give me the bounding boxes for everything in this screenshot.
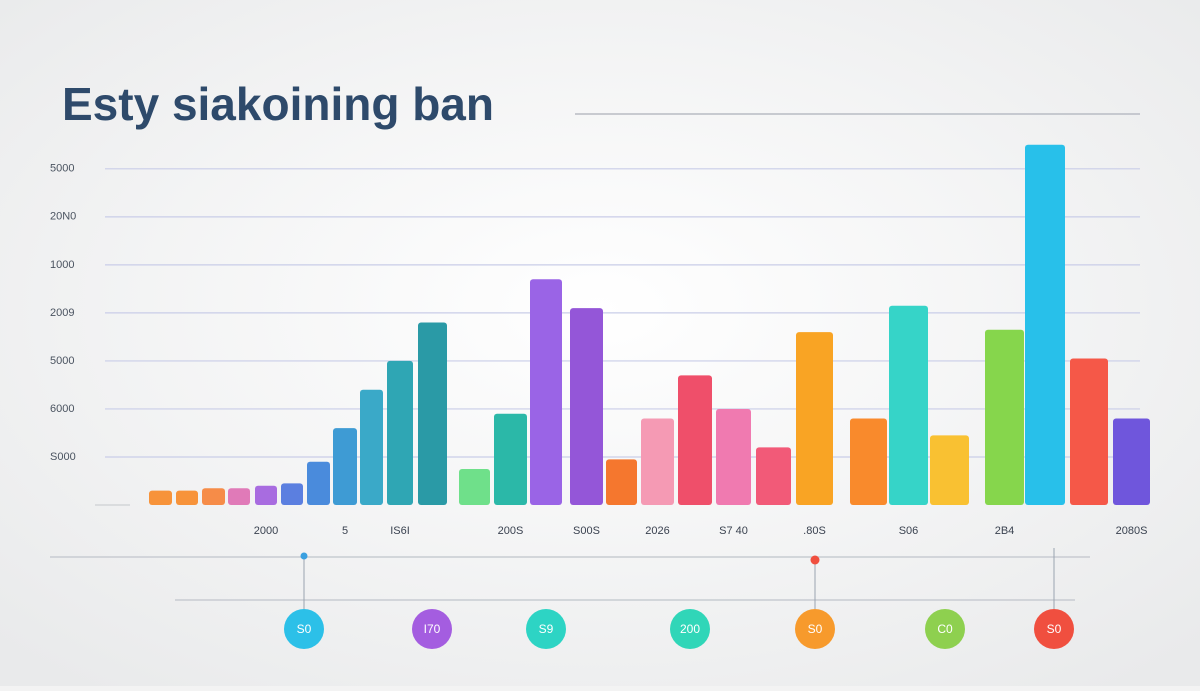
bar: [570, 308, 603, 505]
x-tick-label: 2B4: [995, 525, 1015, 537]
y-tick-label: S000: [50, 451, 76, 463]
bar: [889, 305, 928, 505]
timeline-label: S0: [297, 622, 312, 636]
bar: [202, 488, 225, 505]
bar: [307, 461, 330, 505]
timeline-dot: [810, 555, 820, 565]
timeline-label: I70: [424, 622, 441, 636]
chart-title: Esty siakoining ban: [62, 78, 494, 130]
bar: [641, 418, 674, 505]
timeline-node: [526, 609, 566, 649]
bar: [281, 483, 303, 505]
y-tick-label: 20N0: [50, 211, 76, 223]
bar: [850, 418, 887, 505]
x-tick-label: 2080S: [1116, 525, 1148, 537]
bar: [796, 332, 833, 505]
x-tick-label: 2000: [254, 525, 278, 537]
x-tick-label: S7 40: [719, 525, 748, 537]
bar: [930, 435, 969, 505]
x-tick-label: S06: [899, 525, 919, 537]
y-tick-label: 5000: [50, 163, 74, 175]
timeline-node: [795, 609, 835, 649]
y-tick-label: 6000: [50, 403, 74, 415]
timeline-node: [412, 609, 452, 649]
bar: [1025, 144, 1065, 506]
bar: [985, 329, 1024, 505]
bar: [149, 490, 172, 505]
bar: [678, 375, 712, 505]
x-tick-label: 5: [342, 525, 348, 537]
y-tick-label: 2009: [50, 307, 74, 319]
bar: [459, 468, 490, 505]
bar: [530, 279, 562, 505]
timeline-label: S0: [808, 622, 823, 636]
timeline-label: 200: [680, 622, 700, 636]
x-tick-label: .80S: [803, 525, 826, 537]
y-tick-label: 1000: [50, 259, 74, 271]
bar: [176, 490, 198, 505]
bar: [756, 447, 791, 505]
bar: [360, 389, 383, 505]
x-tick-label: 2026: [645, 525, 669, 537]
timeline-node: [284, 609, 324, 649]
bar: [228, 488, 250, 505]
y-tick-label: 5000: [50, 355, 74, 367]
x-tick-label: IS6I: [390, 525, 410, 537]
bar: [1070, 358, 1108, 505]
bar: [418, 322, 447, 505]
bar: [606, 459, 637, 505]
timeline-label: S0: [1047, 622, 1062, 636]
timeline-node: [1034, 609, 1074, 649]
x-tick-label: S00S: [573, 525, 600, 537]
timeline-node: [670, 609, 710, 649]
bar: [255, 485, 277, 505]
timeline-label: C0: [937, 622, 953, 636]
bar: [387, 360, 413, 505]
x-tick-label: 200S: [498, 525, 524, 537]
bar: [333, 428, 357, 505]
bar: [1113, 418, 1150, 505]
timeline-dot: [300, 552, 308, 560]
timeline-node: [925, 609, 965, 649]
bar: [716, 408, 751, 505]
bar: [494, 413, 527, 505]
timeline-label: S9: [539, 622, 554, 636]
